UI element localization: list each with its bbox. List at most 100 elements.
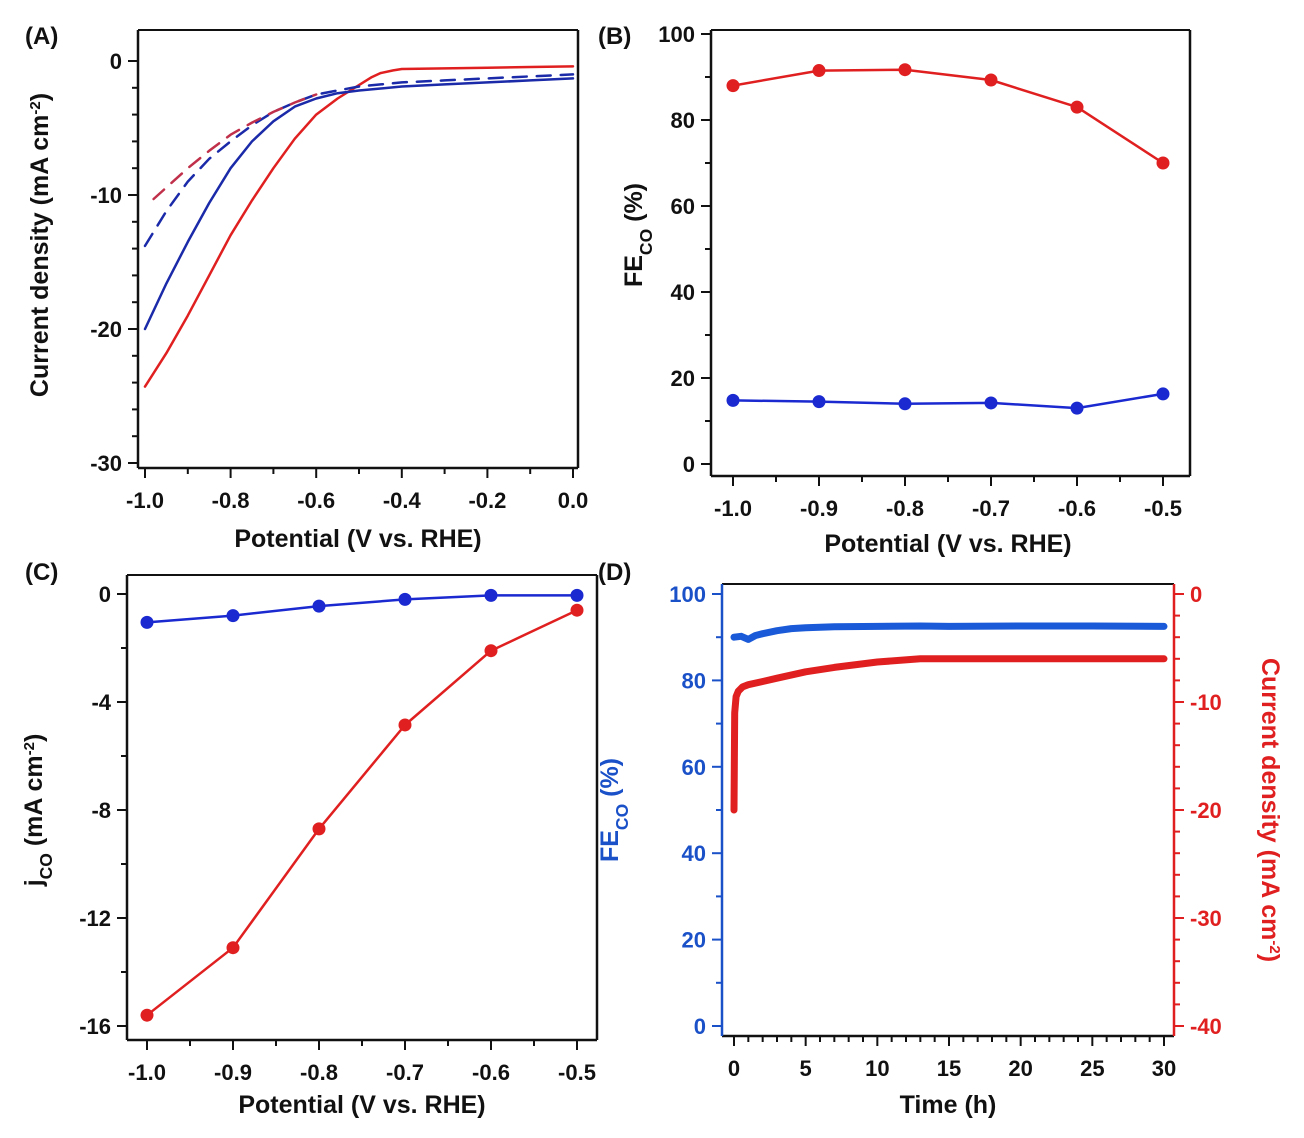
y-right-tick-label: 0	[1190, 582, 1202, 607]
series-line-1	[143, 77, 575, 331]
x-tick-label: -0.8	[886, 496, 924, 521]
x-tick-label: -1.0	[126, 488, 164, 513]
data-point	[570, 603, 584, 617]
x-tick-label: 20	[1008, 1056, 1032, 1081]
x-tick-label: -0.8	[300, 1060, 338, 1085]
panel-label: (B)	[598, 23, 631, 50]
y-tick-label: -4	[91, 690, 111, 715]
panel-0: -1.0 -0.8 -0.6 -0.4 -0.2 0.0 0 -10 -20 -30 (A) Pote…	[25, 23, 588, 553]
x-tick-label: -0.7	[972, 496, 1010, 521]
x-tick-label: -0.7	[386, 1060, 424, 1085]
y-tick-label: 20	[682, 928, 706, 953]
y-axis-title: FECO (%)	[620, 183, 656, 287]
panel-label: (A)	[25, 23, 58, 50]
x-tick-label: 30	[1152, 1056, 1176, 1081]
y-tick-label: -8	[91, 798, 111, 823]
x-axis-title: Potential (V vs. RHE)	[824, 530, 1071, 558]
panel-3: 0 5 10 15 20 25 30 0 20 40 60 80 100 0 -10 -20 -30 -40 (D)…	[596, 559, 1284, 1119]
x-tick-label: 15	[937, 1056, 961, 1081]
y-tick-label: 60	[671, 194, 695, 219]
y-tick-label: 80	[682, 668, 706, 693]
y-right-tick-label: -30	[1190, 906, 1222, 931]
panel-1: -1.0 -0.9 -0.8 -0.7 -0.6 -0.5 0 20 40 60 80 100 (B) P…	[598, 22, 1192, 558]
y-tick-label: -20	[90, 317, 122, 342]
series-line-0	[731, 68, 1165, 165]
x-tick-label: -0.9	[800, 496, 838, 521]
y-axis-right-title-part: )	[1256, 954, 1284, 962]
y-tick-label: 40	[671, 280, 695, 305]
y-right-tick-label: -10	[1190, 690, 1222, 715]
data-point	[1070, 100, 1084, 114]
data-point	[312, 599, 326, 613]
panel-label: (C)	[25, 559, 58, 586]
x-tick-label: -0.8	[212, 488, 250, 513]
y-axis-title-part: CO	[636, 229, 656, 255]
series-line-1	[145, 608, 579, 1017]
data-point	[226, 609, 240, 623]
panel-label: (D)	[598, 559, 631, 586]
data-point	[812, 64, 826, 78]
y-tick-label: 0	[110, 49, 122, 74]
y-axis-title-part: (%)	[596, 758, 624, 804]
y-tick-label: 40	[682, 841, 706, 866]
data-point	[484, 644, 498, 658]
x-tick-label: -0.5	[558, 1060, 596, 1085]
data-point	[726, 79, 740, 93]
y-axis-title-part: FE	[596, 830, 624, 862]
series-line-0	[145, 594, 579, 624]
y-axis-title-part: (mA cm	[20, 755, 48, 853]
y-tick-label: 100	[669, 582, 706, 607]
y-tick-label: -30	[90, 451, 122, 476]
y-tick-label: 0	[694, 1014, 706, 1039]
y-axis-right-title-part: -2	[1267, 940, 1284, 953]
x-tick-label: 0.0	[558, 488, 589, 513]
x-tick-label: -1.0	[714, 496, 752, 521]
x-tick-label: -0.5	[1144, 496, 1182, 521]
y-axis-title-part: CO	[36, 853, 56, 879]
panel-2: -1.0 -0.9 -0.8 -0.7 -0.6 -0.5 0 -4 -8 -12 -16 (C) Po…	[20, 559, 599, 1119]
y-tick-label: 60	[682, 755, 706, 780]
x-tick-label: -0.2	[468, 488, 506, 513]
data-point	[570, 588, 584, 602]
series-line-0	[143, 65, 575, 388]
x-axis-title: Potential (V vs. RHE)	[234, 525, 481, 553]
y-axis-title-part: (%)	[620, 183, 648, 229]
y-tick-label: -16	[79, 1014, 111, 1039]
x-tick-label: -1.0	[128, 1060, 166, 1085]
y-axis-title: FECO (%)	[596, 758, 632, 862]
y-right-tick-label: -20	[1190, 798, 1222, 823]
data-point	[1070, 401, 1084, 415]
y-tick-label: 100	[658, 22, 695, 47]
y-axis-title-part: )	[20, 734, 48, 742]
series-line-1	[730, 655, 1168, 814]
data-point	[226, 941, 240, 955]
series-line-3	[152, 93, 318, 201]
data-point	[898, 397, 912, 411]
data-point	[984, 73, 998, 87]
y-right-tick-label: -40	[1190, 1014, 1222, 1039]
data-point	[140, 615, 154, 629]
x-tick-label: -0.6	[297, 488, 335, 513]
data-point	[140, 1008, 154, 1022]
series-line-0	[730, 622, 1168, 643]
data-point	[398, 718, 412, 732]
x-tick-label: 0	[728, 1056, 740, 1081]
y-axis-title: jCO (mA cm-2)	[20, 734, 56, 888]
y-axis-title-part: CO	[612, 804, 632, 830]
y-axis-title-part: -2	[21, 742, 38, 755]
x-axis-title: Time (h)	[900, 1091, 997, 1119]
data-point	[398, 592, 412, 606]
x-tick-label: 5	[800, 1056, 812, 1081]
x-axis-title: Potential (V vs. RHE)	[238, 1091, 485, 1119]
y-axis-right-title: Current density (mA cm-2)	[1256, 658, 1284, 962]
data-point	[1156, 156, 1170, 170]
data-point	[1156, 387, 1170, 401]
data-point	[984, 396, 998, 410]
data-point	[312, 822, 326, 836]
x-tick-label: -0.4	[383, 488, 422, 513]
data-point	[484, 588, 498, 602]
x-tick-label: 25	[1080, 1056, 1104, 1081]
data-point	[898, 63, 912, 77]
y-axis-title-part: -2	[27, 101, 44, 114]
